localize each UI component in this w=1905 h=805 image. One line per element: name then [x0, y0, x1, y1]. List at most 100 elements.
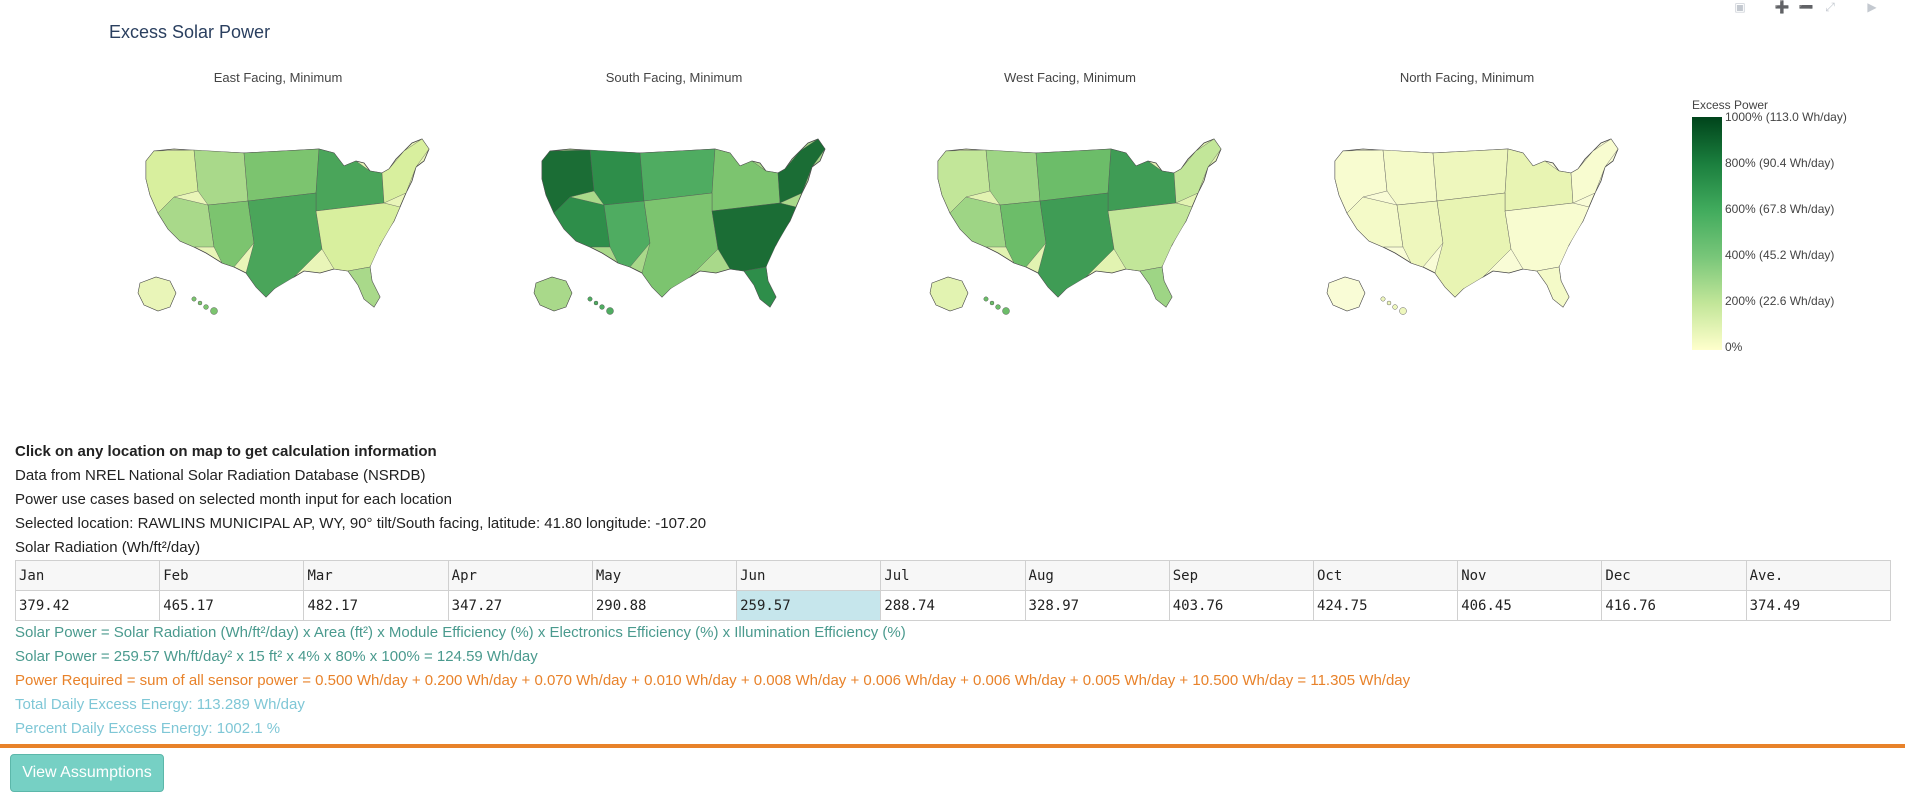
table-cell: 424.75 — [1312, 590, 1459, 621]
map-west[interactable] — [920, 105, 1240, 325]
map-region[interactable] — [985, 149, 1041, 206]
zoom-out-icon[interactable]: ➖ — [1798, 0, 1814, 14]
table-header-cell: Aug — [1024, 560, 1170, 591]
map-region[interactable] — [743, 266, 777, 308]
hawaii-island[interactable] — [191, 296, 197, 302]
map-region[interactable] — [553, 196, 611, 248]
hawaii-island[interactable] — [210, 307, 218, 315]
map-region[interactable] — [1536, 266, 1570, 308]
map-region[interactable] — [777, 138, 826, 204]
hawaii-island[interactable] — [599, 304, 605, 310]
map-region[interactable] — [1173, 138, 1222, 204]
table-header-cell: Jan — [14, 560, 161, 591]
table-header-cell: Oct — [1312, 560, 1459, 591]
map-region[interactable] — [1139, 266, 1173, 308]
alaska-shape[interactable] — [929, 276, 969, 312]
subplot-title-east: East Facing, Minimum — [213, 70, 343, 85]
table-header-cell: Mar — [303, 560, 449, 591]
hawaii-island[interactable] — [983, 296, 989, 302]
plot-title: Excess Solar Power — [109, 22, 271, 42]
map-region[interactable] — [1107, 202, 1193, 272]
map-region[interactable] — [711, 202, 797, 272]
map-south[interactable] — [524, 105, 844, 325]
map-region[interactable] — [315, 148, 385, 212]
plot-modebar: ▣ ➕ ➖ ⤢ ▶ — [1731, 0, 1881, 14]
table-header-cell: Nov — [1457, 560, 1603, 591]
section-divider — [0, 744, 1905, 748]
info-source: Data from NREL National Solar Radiation … — [15, 467, 426, 484]
colorbar-tick: 0% — [1725, 340, 1743, 354]
info-use-cases: Power use cases based on selected month … — [15, 491, 452, 508]
alaska-shape[interactable] — [137, 276, 177, 312]
map-region[interactable] — [1382, 149, 1438, 206]
autoscale-icon[interactable]: ⤢ — [1825, 0, 1835, 14]
hawaii-island[interactable] — [587, 296, 593, 302]
colorbar-tick: 200% (22.6 Wh/day) — [1725, 294, 1835, 308]
hawaii-island[interactable] — [1399, 307, 1407, 315]
table-header-cell: Ave. — [1745, 560, 1892, 591]
table-cell: 290.88 — [591, 590, 738, 621]
hawaii-island[interactable] — [1002, 307, 1010, 315]
hawaii-island[interactable] — [1386, 300, 1392, 306]
map-region[interactable] — [1107, 148, 1177, 212]
alaska-shape[interactable] — [1326, 276, 1366, 312]
hawaii-island[interactable] — [203, 304, 209, 310]
percent-daily-excess-energy: Percent Daily Excess Energy: 1002.1 % — [15, 720, 281, 737]
table-row: 379.42 465.17 482.17 347.27 290.88 259.5… — [14, 590, 1892, 621]
hawaii-island[interactable] — [197, 300, 203, 306]
us-map-group — [137, 138, 430, 315]
subplot-title-north: North Facing, Minimum — [1399, 70, 1535, 85]
hawaii-island[interactable] — [593, 300, 599, 306]
plotly-logo-icon[interactable]: ▶ — [1867, 0, 1877, 14]
map-region[interactable] — [157, 196, 215, 248]
map-region[interactable] — [589, 149, 645, 206]
table-cell: 482.17 — [303, 590, 449, 621]
table-cell: 416.76 — [1601, 590, 1747, 621]
map-region[interactable] — [347, 266, 381, 308]
map-region[interactable] — [1037, 192, 1115, 298]
map-region[interactable] — [1570, 138, 1619, 204]
us-map-group — [533, 138, 826, 315]
colorbar-tick: 600% (67.8 Wh/day) — [1725, 202, 1835, 216]
zoom-in-icon[interactable]: ➕ — [1774, 0, 1790, 14]
colorbar — [1692, 117, 1722, 350]
calculation-info: Click on any location on map to get calc… — [14, 440, 1892, 741]
alaska-shape[interactable] — [533, 276, 573, 312]
us-map-group — [929, 138, 1222, 315]
table-header-cell: Sep — [1168, 560, 1314, 591]
map-region[interactable] — [639, 148, 716, 202]
map-region[interactable] — [641, 192, 719, 298]
hawaii-island[interactable] — [995, 304, 1001, 310]
view-assumptions-button[interactable]: View Assumptions — [10, 754, 164, 792]
map-region[interactable] — [949, 196, 1007, 248]
map-region[interactable] — [1434, 192, 1512, 298]
map-region[interactable] — [1504, 148, 1574, 212]
table-header-cell: Dec — [1601, 560, 1747, 591]
map-north[interactable] — [1317, 105, 1637, 325]
subplot-title-south: South Facing, Minimum — [605, 70, 743, 85]
map-region[interactable] — [243, 148, 320, 202]
map-region[interactable] — [1346, 196, 1404, 248]
table-cell: 374.49 — [1745, 590, 1892, 621]
hawaii-island[interactable] — [989, 300, 995, 306]
hawaii-island[interactable] — [606, 307, 614, 315]
solar-power-formula: Solar Power = Solar Radiation (Wh/ft²/da… — [15, 624, 906, 641]
table-header-cell: Jun — [736, 560, 882, 591]
map-region[interactable] — [245, 192, 323, 298]
map-region[interactable] — [315, 202, 401, 272]
map-region[interactable] — [1432, 148, 1509, 202]
table-cell: 379.42 — [14, 590, 161, 621]
table-cell: 328.97 — [1024, 590, 1170, 621]
hawaii-island[interactable] — [1380, 296, 1386, 302]
solar-radiation-table: Jan Feb Mar Apr May Jun Jul Aug Sep Oct … — [14, 560, 1892, 621]
map-east[interactable] — [128, 105, 448, 325]
hawaii-island[interactable] — [1392, 304, 1398, 310]
map-region[interactable] — [1035, 148, 1112, 202]
map-region[interactable] — [711, 148, 781, 212]
map-region[interactable] — [381, 138, 430, 204]
map-region[interactable] — [193, 149, 249, 206]
colorbar-tick: 1000% (113.0 Wh/day) — [1725, 110, 1847, 124]
camera-icon[interactable]: ▣ — [1734, 0, 1746, 14]
map-region[interactable] — [1504, 202, 1590, 272]
